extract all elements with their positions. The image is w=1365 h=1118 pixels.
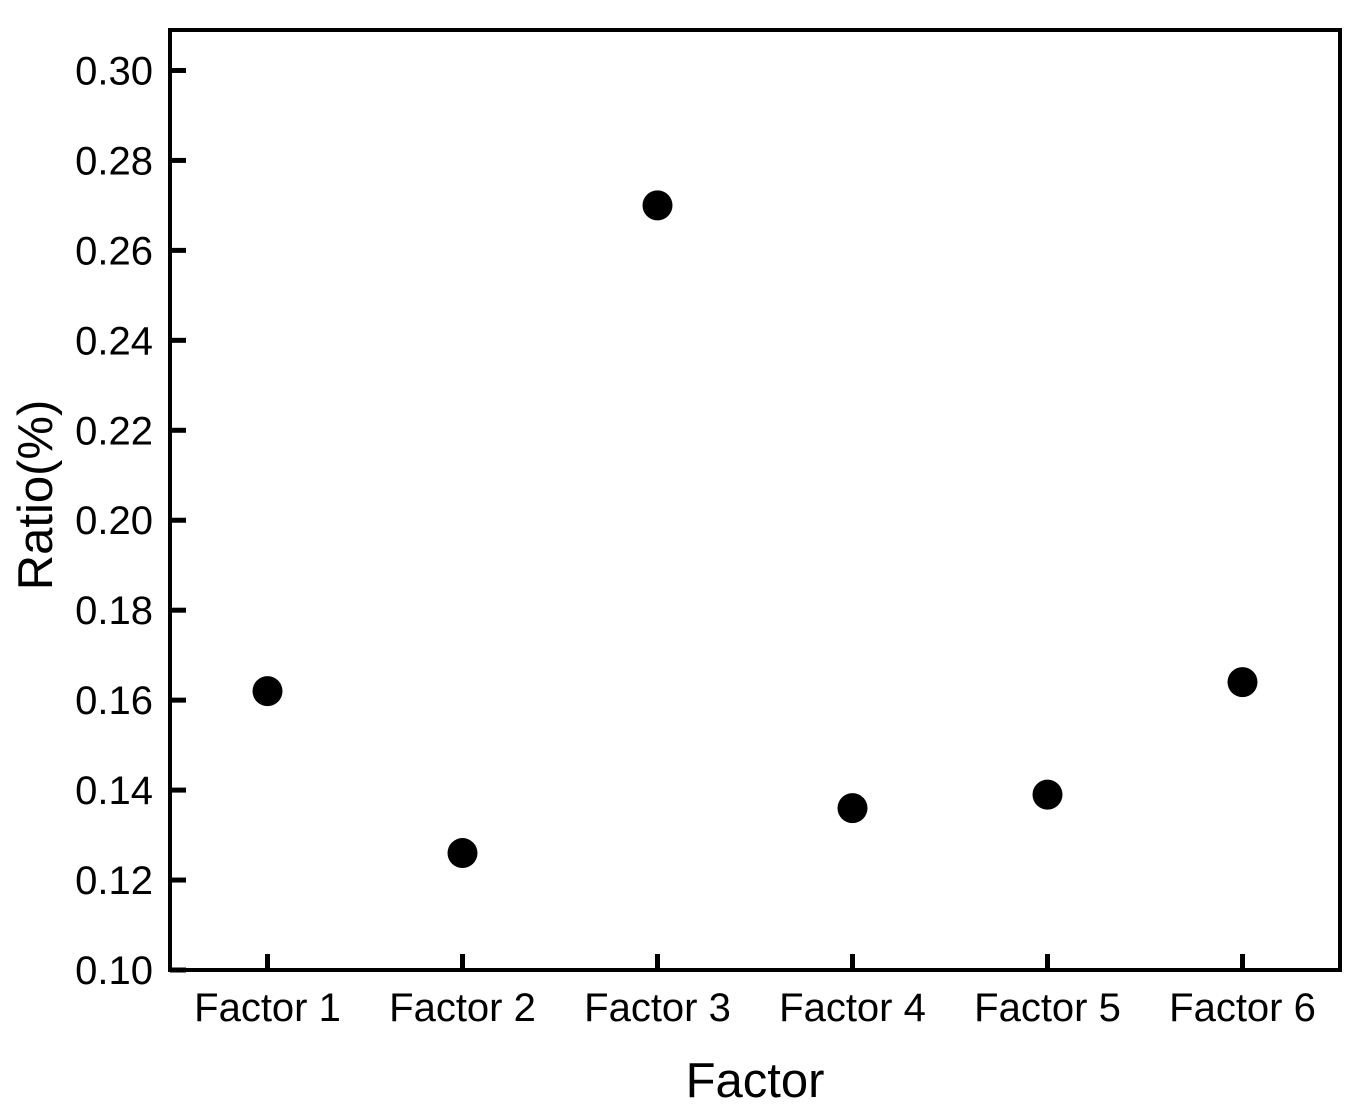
y-tick-label: 0.12: [75, 859, 153, 903]
y-tick-label: 0.14: [75, 769, 153, 813]
y-tick-label: 0.18: [75, 589, 153, 633]
data-point-factor-5: [1032, 779, 1063, 810]
y-tick-label: 0.10: [75, 949, 153, 993]
data-point-factor-3: [642, 190, 673, 221]
x-tick-label: Factor 2: [389, 986, 536, 1030]
x-tick-label: Factor 5: [974, 986, 1121, 1030]
y-tick-label: 0.16: [75, 679, 153, 723]
x-tick-label: Factor 1: [194, 986, 341, 1030]
y-axis-ticks-and-labels: 0.10 0.12 0.14 0.16 0.18 0.20 0.22 0.24 0.26 0.28…: [75, 49, 186, 993]
plot-border: [168, 28, 1342, 972]
data-point-factor-1: [252, 676, 283, 707]
x-tick-label: Factor 6: [1169, 986, 1316, 1030]
data-points-series: [252, 190, 1258, 869]
x-axis-title: Factor: [686, 1054, 825, 1108]
data-point-factor-4: [837, 793, 868, 824]
y-tick-label: 0.28: [75, 139, 153, 183]
x-axis-ticks-and-labels: Factor 1 Factor 2 Factor 3 Factor 4 Factor 5…: [194, 954, 1316, 1030]
y-tick-label: 0.20: [75, 499, 153, 543]
y-tick-label: 0.30: [75, 49, 153, 93]
y-tick-label: 0.22: [75, 409, 153, 453]
x-tick-label: Factor 4: [779, 986, 926, 1030]
y-tick-label: 0.24: [75, 319, 153, 363]
data-point-factor-2: [447, 838, 478, 869]
x-tick-label: Factor 3: [584, 986, 731, 1030]
data-point-factor-6: [1227, 667, 1258, 698]
y-tick-label: 0.26: [75, 229, 153, 273]
y-axis-title: Ratio(%): [9, 400, 63, 591]
